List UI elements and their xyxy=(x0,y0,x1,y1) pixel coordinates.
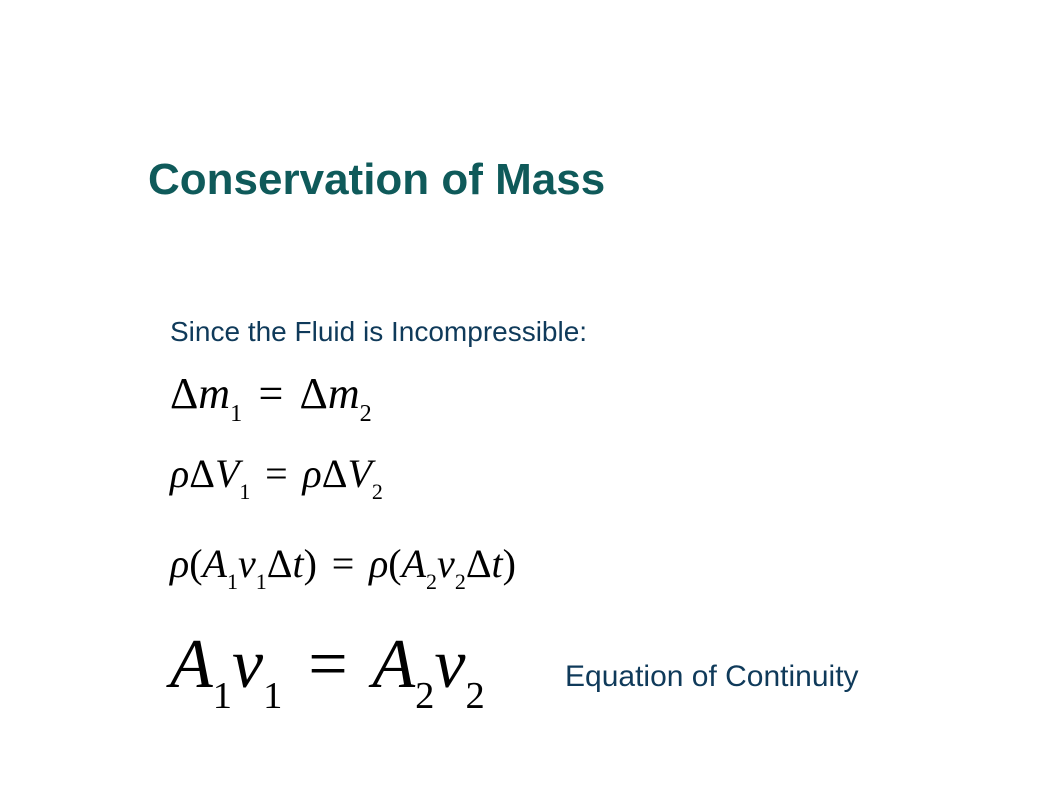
delta-symbol: Δ xyxy=(267,541,293,586)
var-m: m xyxy=(328,369,360,418)
subscript-1: 1 xyxy=(239,479,250,504)
delta-symbol: Δ xyxy=(300,369,328,418)
var-V: V xyxy=(347,451,371,496)
equation-mass: Δm1 = Δm2 xyxy=(170,368,372,425)
var-v: v xyxy=(437,541,455,586)
rho-symbol: ρ xyxy=(369,541,388,586)
right-paren: ) xyxy=(304,541,317,586)
equals-sign: = xyxy=(300,626,356,703)
subscript-2: 2 xyxy=(465,675,484,717)
delta-symbol: Δ xyxy=(322,451,348,496)
var-v: v xyxy=(238,541,256,586)
delta-symbol: Δ xyxy=(466,541,492,586)
equals-sign: = xyxy=(253,369,288,418)
var-v: v xyxy=(232,626,263,703)
var-t: t xyxy=(292,541,303,586)
rho-symbol: ρ xyxy=(170,451,189,496)
rho-symbol: ρ xyxy=(170,541,189,586)
left-paren: ( xyxy=(388,541,401,586)
subscript-2: 2 xyxy=(415,675,434,717)
subscript-2: 2 xyxy=(372,479,383,504)
subscript-1: 1 xyxy=(227,569,238,594)
var-A: A xyxy=(402,541,426,586)
delta-symbol: Δ xyxy=(189,451,215,496)
subscript-1: 1 xyxy=(263,675,282,717)
slide-subhead: Since the Fluid is Incompressible: xyxy=(170,316,587,348)
subscript-1: 1 xyxy=(213,675,232,717)
subscript-1: 1 xyxy=(230,400,242,427)
var-A: A xyxy=(170,626,213,703)
subscript-2: 2 xyxy=(360,400,372,427)
subscript-2: 2 xyxy=(426,569,437,594)
equals-sign: = xyxy=(327,541,359,586)
right-paren: ) xyxy=(503,541,516,586)
left-paren: ( xyxy=(189,541,202,586)
var-v: v xyxy=(434,626,465,703)
slide: Conservation of Mass Since the Fluid is … xyxy=(0,0,1062,797)
equals-sign: = xyxy=(260,451,292,496)
equation-volume: ρΔV1 = ρΔV2 xyxy=(170,450,383,502)
subscript-1: 1 xyxy=(256,569,267,594)
equation-expanded: ρ(A1v1Δt) = ρ(A2v2Δt) xyxy=(170,540,516,592)
var-A: A xyxy=(372,626,415,703)
subscript-2: 2 xyxy=(455,569,466,594)
var-m: m xyxy=(198,369,230,418)
slide-title: Conservation of Mass xyxy=(148,155,605,205)
var-A: A xyxy=(203,541,227,586)
var-t: t xyxy=(492,541,503,586)
delta-symbol: Δ xyxy=(170,369,198,418)
var-V: V xyxy=(215,451,239,496)
equation-continuity: A1v1 = A2v2 xyxy=(170,625,485,712)
rho-symbol: ρ xyxy=(303,451,322,496)
equation-caption: Equation of Continuity xyxy=(565,660,859,694)
